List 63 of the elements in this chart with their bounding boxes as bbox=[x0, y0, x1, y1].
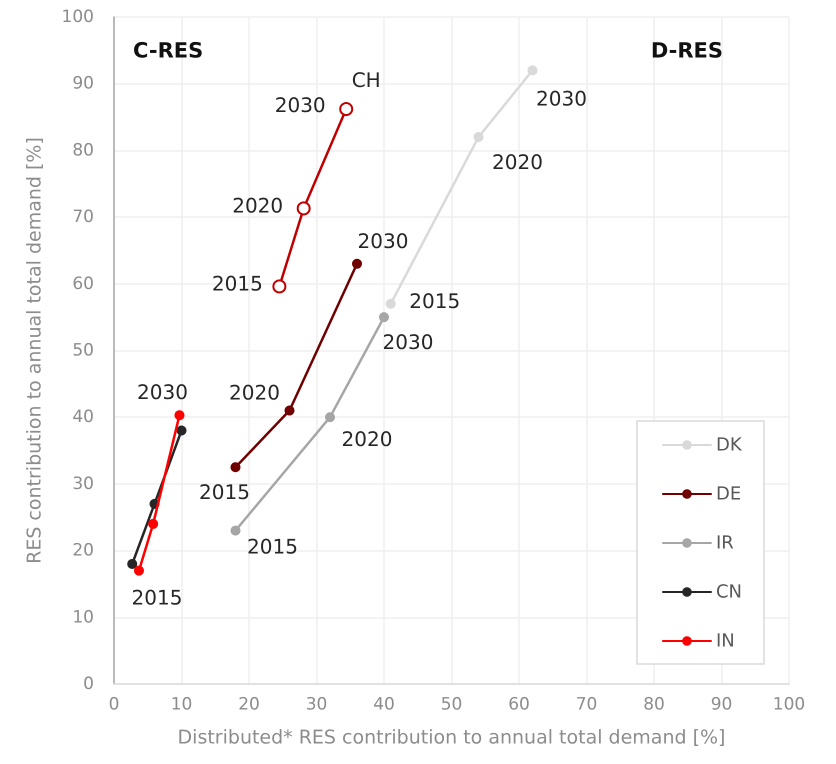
annotation: 2030 bbox=[274, 93, 326, 118]
point bbox=[379, 312, 389, 322]
annotation: 2020 bbox=[229, 380, 280, 405]
annotation: 2030 bbox=[137, 380, 188, 404]
y-tick-label: 0 bbox=[83, 674, 94, 694]
annotation: 2015 bbox=[212, 271, 263, 296]
annotation: 2020 bbox=[492, 150, 543, 174]
point bbox=[352, 258, 362, 269]
annotation: 2015 bbox=[199, 480, 250, 504]
point bbox=[325, 412, 335, 422]
point bbox=[230, 526, 240, 536]
point bbox=[230, 462, 240, 472]
annotation: 2030 bbox=[536, 86, 587, 110]
annotation: CH bbox=[352, 68, 381, 92]
x-tick-label: 40 bbox=[373, 694, 395, 714]
annotation: 2015 bbox=[247, 534, 298, 559]
y-tick-label: 40 bbox=[72, 407, 94, 428]
x-tick-label: 50 bbox=[440, 694, 462, 714]
point bbox=[134, 566, 144, 576]
x-tick-label: 10 bbox=[170, 694, 192, 714]
point bbox=[386, 298, 396, 309]
legend-label: DE bbox=[716, 484, 742, 504]
legend-label: CN bbox=[716, 582, 742, 602]
point bbox=[148, 518, 158, 529]
point bbox=[174, 410, 184, 420]
point bbox=[339, 102, 354, 116]
annotation: D-RES bbox=[650, 38, 724, 62]
y-tick-label: 100 bbox=[62, 7, 94, 27]
y-tick-label: 20 bbox=[72, 540, 94, 561]
annotation: 2020 bbox=[342, 427, 392, 452]
annotation: 2030 bbox=[358, 228, 408, 253]
legend-label: DK bbox=[716, 434, 743, 456]
annotation: 2030 bbox=[382, 330, 434, 354]
x-tick-label: 80 bbox=[643, 694, 665, 714]
x-tick-label: 60 bbox=[508, 694, 530, 714]
point bbox=[296, 201, 311, 216]
annotation: 2020 bbox=[232, 193, 284, 218]
y-tick-label: 90 bbox=[72, 74, 94, 94]
legend-label: IR bbox=[716, 532, 734, 554]
point bbox=[176, 426, 186, 436]
x-tick-label: 100 bbox=[772, 694, 806, 714]
legend-label: IN bbox=[716, 630, 735, 652]
x-tick-label: 90 bbox=[710, 694, 732, 714]
x-tick-label: 20 bbox=[238, 694, 260, 714]
point bbox=[284, 406, 294, 416]
x-axis-title: Distributed* RES contribution to annual total demand [%] bbox=[178, 726, 726, 748]
annotation: 2015 bbox=[409, 288, 460, 313]
point bbox=[272, 279, 286, 294]
x-tick-label: 0 bbox=[108, 694, 120, 714]
point bbox=[127, 558, 138, 569]
y-tick-label: 60 bbox=[72, 274, 94, 294]
point bbox=[474, 132, 484, 142]
y-tick-label: 50 bbox=[72, 340, 94, 360]
annotation: 2015 bbox=[132, 586, 182, 610]
y-tick-label: 30 bbox=[72, 474, 94, 494]
x-tick-label: 30 bbox=[306, 694, 328, 714]
y-axis-title: RES contribution to annual total demand [%] bbox=[24, 137, 46, 564]
y-tick-label: 80 bbox=[72, 140, 94, 160]
point bbox=[528, 65, 538, 76]
annotation: C-RES bbox=[133, 38, 204, 62]
y-tick-label: 70 bbox=[72, 207, 94, 228]
y-tick-label: 10 bbox=[72, 607, 94, 628]
x-tick-label: 70 bbox=[576, 694, 598, 714]
